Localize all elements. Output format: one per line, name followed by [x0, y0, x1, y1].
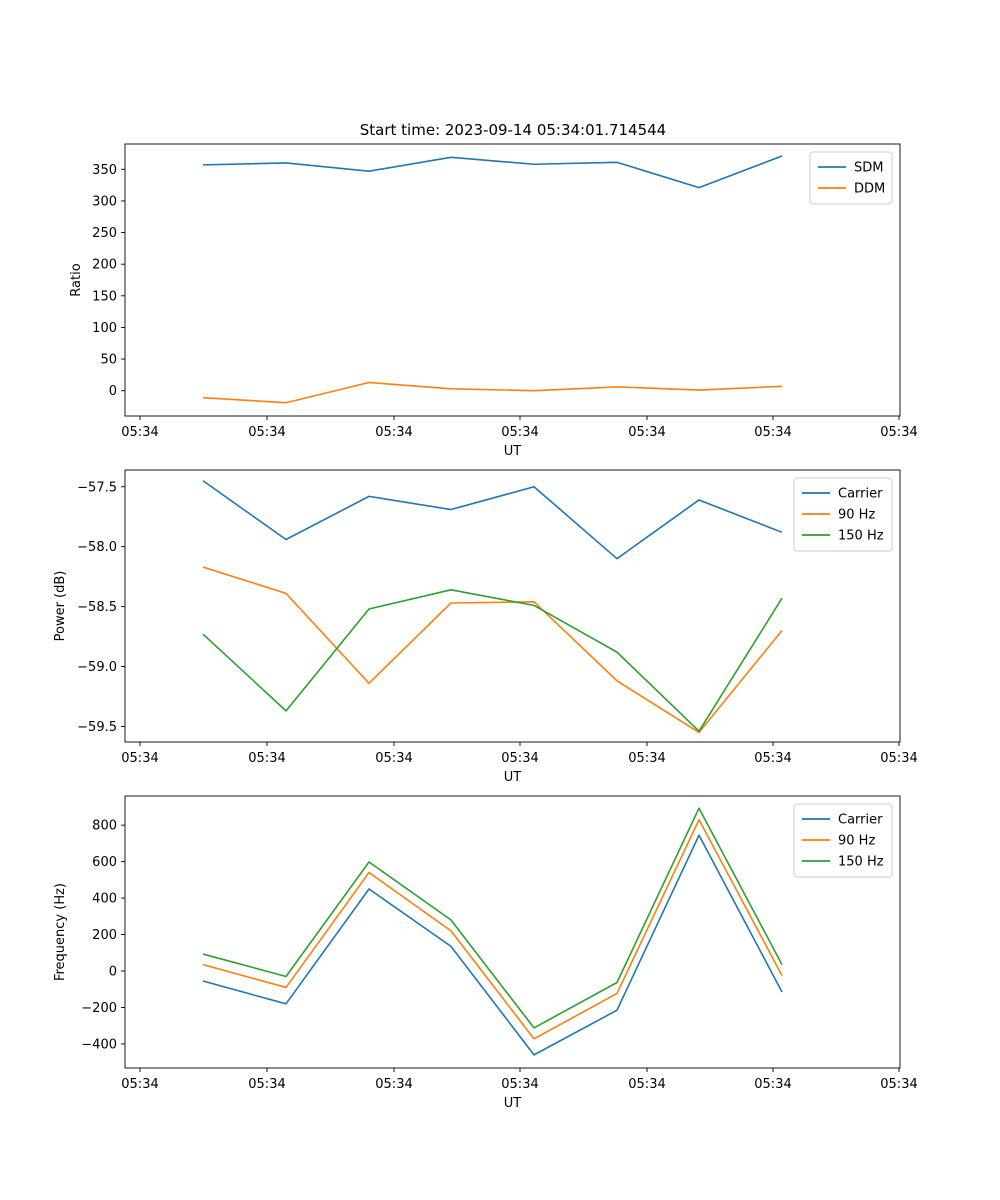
x-tick-label: 05:34 — [501, 1077, 538, 1092]
chart-panel-2: −57.5 −58.0 −58.5 −59.0 −59.5 05:34 05:34 05:34… — [53, 469, 918, 785]
y-tick-label: 0 — [109, 965, 117, 980]
x-axis-label: UT — [504, 1096, 522, 1111]
y-axis-label: Frequency (Hz) — [53, 883, 68, 981]
legend-box — [793, 477, 893, 552]
legend-label: 90 Hz — [838, 834, 875, 849]
y-axis-label: Ratio — [69, 263, 84, 296]
y-tick-label: 200 — [92, 258, 117, 273]
legend-label: Carrier — [838, 813, 883, 828]
x-tick-label: 05:34 — [375, 425, 412, 440]
y-tick-label: 600 — [92, 855, 117, 870]
x-tick-label: 05:34 — [754, 751, 791, 766]
series-line-150-hz — [202, 589, 783, 733]
x-tick-label: 05:34 — [375, 751, 412, 766]
legend-label: 90 Hz — [838, 508, 875, 523]
x-tick-label: 05:34 — [754, 425, 791, 440]
axes-frame — [124, 795, 901, 1069]
x-tick-label: 05:34 — [628, 425, 665, 440]
y-tick-label: 100 — [92, 321, 117, 336]
x-tick-label: 05:34 — [501, 751, 538, 766]
y-axis-label: Power (dB) — [53, 571, 68, 642]
series-line-carrier — [202, 480, 783, 560]
y-tick-label: −58.0 — [77, 540, 117, 555]
x-axis-label: UT — [504, 444, 522, 459]
x-tick-label: 05:34 — [248, 1077, 285, 1092]
x-tick-label: 05:34 — [121, 751, 158, 766]
x-tick-label: 05:34 — [628, 1077, 665, 1092]
y-tick-label: 800 — [92, 819, 117, 834]
x-tick-label: 05:34 — [248, 751, 285, 766]
x-tick-label: 05:34 — [628, 751, 665, 766]
x-tick-label: 05:34 — [248, 425, 285, 440]
y-tick-label: −57.5 — [77, 480, 117, 495]
legend-box — [809, 151, 893, 205]
x-tick-label: 05:34 — [754, 1077, 791, 1092]
y-tick-label: −200 — [81, 1001, 117, 1016]
y-tick-label: 400 — [92, 892, 117, 907]
axes-frame — [124, 469, 901, 743]
x-tick-label: 05:34 — [880, 1077, 917, 1092]
y-tick-label: 150 — [92, 289, 117, 304]
x-axis-label: UT — [504, 770, 522, 785]
y-tick-label: 50 — [100, 353, 117, 368]
legend-label: DDM — [854, 182, 885, 197]
series-line-150-hz — [202, 807, 783, 1029]
chart-panel-1: 0 50 100 150 200 250 300 350 05:34 05:34 05:34 05:3… — [69, 143, 918, 459]
x-tick-label: 05:34 — [121, 425, 158, 440]
y-tick-label: −58.5 — [77, 600, 117, 615]
legend-label: 150 Hz — [838, 529, 884, 544]
y-tick-label: 250 — [92, 226, 117, 241]
series-line-ddm — [202, 381, 783, 404]
x-tick-label: 05:34 — [880, 425, 917, 440]
legend-label: Carrier — [838, 487, 883, 502]
y-tick-label: 200 — [92, 928, 117, 943]
y-tick-label: 0 — [109, 384, 117, 399]
y-tick-label: −59.0 — [77, 660, 117, 675]
series-line-sdm — [202, 155, 783, 189]
series-line-90-hz — [202, 818, 783, 1040]
x-tick-label: 05:34 — [375, 1077, 412, 1092]
legend-label: SDM — [854, 161, 883, 176]
legend-box — [793, 803, 893, 878]
chart-panel-3: −400 −200 0 200 400 600 800 05:34 05:34 05:34 05:3… — [53, 795, 918, 1111]
axes-frame — [124, 143, 901, 417]
figure-title: Start time: 2023-09-14 05:34:01.714544 — [360, 121, 666, 139]
y-tick-label: 300 — [92, 194, 117, 209]
x-tick-label: 05:34 — [501, 425, 538, 440]
x-tick-label: 05:34 — [880, 751, 917, 766]
y-tick-label: 350 — [92, 163, 117, 178]
y-tick-label: −400 — [81, 1037, 117, 1052]
series-line-90-hz — [202, 566, 783, 734]
legend-label: 150 Hz — [838, 855, 884, 870]
series-line-carrier — [202, 834, 783, 1056]
x-tick-label: 05:34 — [121, 1077, 158, 1092]
y-tick-label: −59.5 — [77, 720, 117, 735]
